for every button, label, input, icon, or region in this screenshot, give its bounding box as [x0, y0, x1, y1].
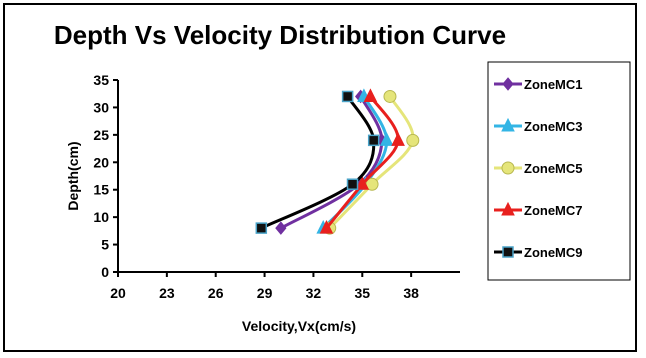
legend-marker-zonemc3: [501, 117, 515, 132]
y-tick-label: 35: [93, 72, 109, 88]
data-point-zonemc7: [355, 176, 370, 190]
data-point-zonemc9: [367, 134, 380, 147]
x-tick-label: 35: [354, 285, 370, 301]
data-point-zonemc3: [379, 132, 394, 146]
legend-label-zonemc5: ZoneMC5: [524, 161, 583, 176]
y-tick-label: 20: [93, 154, 109, 170]
data-point-zonemc7: [319, 219, 334, 234]
x-tick-label: 23: [159, 285, 175, 301]
legend-marker-zonemc7: [501, 201, 515, 216]
y-axis-label: Depth(cm): [65, 141, 81, 210]
series-line-zonemc1: [280, 95, 384, 230]
data-point-zonemc7: [363, 88, 378, 102]
x-tick-label: 26: [208, 285, 224, 301]
data-point-zonemc5: [406, 133, 420, 147]
y-tick-label: 10: [93, 209, 109, 225]
x-tick-label: 29: [257, 285, 273, 301]
legend-marker-zonemc5: [501, 161, 515, 175]
y-tick-label: 15: [93, 182, 109, 198]
data-point-zonemc7: [391, 132, 405, 146]
legend-marker-zonemc9: [502, 246, 514, 258]
y-tick-label: 5: [101, 237, 109, 253]
legend-label-zonemc9: ZoneMC9: [524, 245, 583, 260]
data-point-zonemc9: [341, 90, 354, 103]
x-axis-label: Velocity,Vx(cm/s): [242, 318, 356, 334]
y-tick-label: 0: [101, 264, 109, 280]
data-point-zonemc9: [255, 222, 268, 234]
data-point-zonemc1: [275, 221, 287, 235]
legend-label-zonemc7: ZoneMC7: [524, 203, 583, 218]
data-point-zonemc9: [346, 178, 359, 190]
x-tick-label: 32: [306, 285, 322, 301]
chart-title: Depth Vs Velocity Distribution Curve: [53, 20, 507, 50]
x-tick-label: 38: [403, 285, 419, 301]
series-line-zonemc5: [328, 95, 415, 230]
series-line-zonemc7: [325, 95, 400, 230]
y-tick-label: 30: [93, 99, 109, 115]
series-line-zonemc9: [260, 95, 376, 230]
y-tick-label: 25: [93, 127, 109, 143]
legend-marker-zonemc1: [502, 77, 514, 91]
data-point-zonemc5: [383, 89, 397, 103]
legend-label-zonemc1: ZoneMC1: [524, 77, 583, 92]
legend-label-zonemc3: ZoneMC3: [524, 119, 583, 134]
x-tick-label: 20: [110, 285, 126, 301]
